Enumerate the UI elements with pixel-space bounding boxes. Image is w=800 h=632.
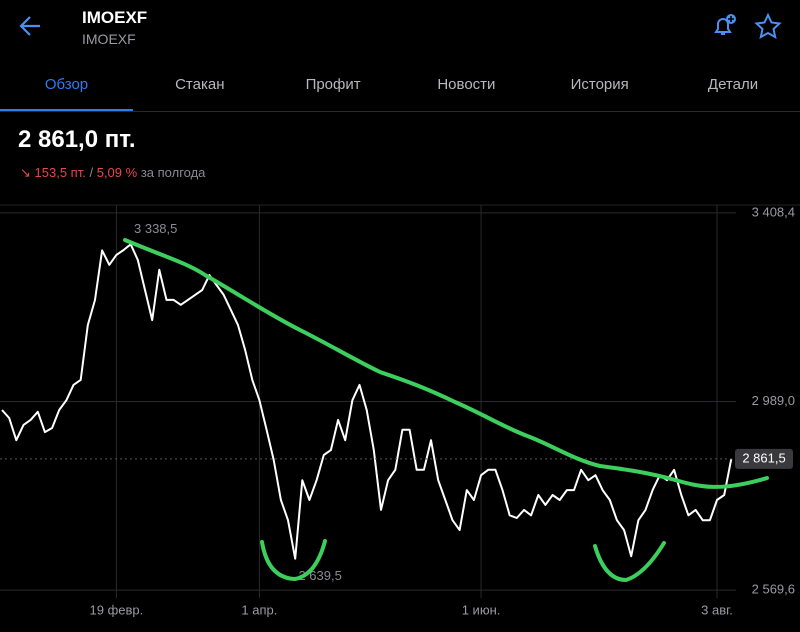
separator: / [89, 165, 94, 180]
tab[interactable]: Обзор [44, 76, 89, 93]
change-row: ↘ 153,5 пт. / 5,09 % за полгода [20, 165, 205, 181]
x-tick-label: 3 авг. [701, 602, 733, 617]
tab[interactable]: История [570, 76, 629, 93]
divider [0, 111, 800, 112]
drawn-bottom [260, 539, 327, 582]
x-tick-label: 19 февр. [90, 602, 144, 617]
y-tick-label: 2 569,6 [752, 582, 795, 597]
tab[interactable]: Стакан [175, 76, 225, 93]
change-points: 153,5 пт. [34, 165, 86, 180]
x-tick-label: 1 июн. [462, 602, 501, 617]
active-tab-indicator [0, 109, 133, 112]
tab[interactable]: Профит [305, 76, 361, 93]
extreme-label: 3 338,5 [134, 221, 177, 236]
favorite-button[interactable] [754, 13, 782, 39]
alert-button[interactable] [710, 12, 738, 40]
ticker-title: IMOEXF [82, 8, 148, 27]
price: 2 861,0 пт. [18, 126, 136, 153]
back-button[interactable] [18, 14, 44, 38]
change-period: за полгода [140, 165, 206, 180]
last-price-box [735, 448, 793, 469]
y-tick-label: 3 408,4 [752, 204, 795, 219]
ticker-subtitle: IMOEXF [82, 31, 136, 47]
change-percent: 5,09 % [96, 165, 138, 180]
tab[interactable]: Детали [707, 76, 759, 93]
last-price-label: 2 861,5 [742, 450, 785, 465]
drawn-bottom [593, 541, 666, 583]
down-arrow: ↘ [20, 165, 31, 180]
drawn-annotation [123, 238, 769, 583]
x-tick-label: 1 апр. [241, 602, 277, 617]
tab[interactable]: Новости [437, 76, 496, 93]
price-line [1, 243, 733, 560]
y-tick-label: 2 989,0 [752, 393, 795, 408]
drawn-trend [123, 238, 769, 489]
